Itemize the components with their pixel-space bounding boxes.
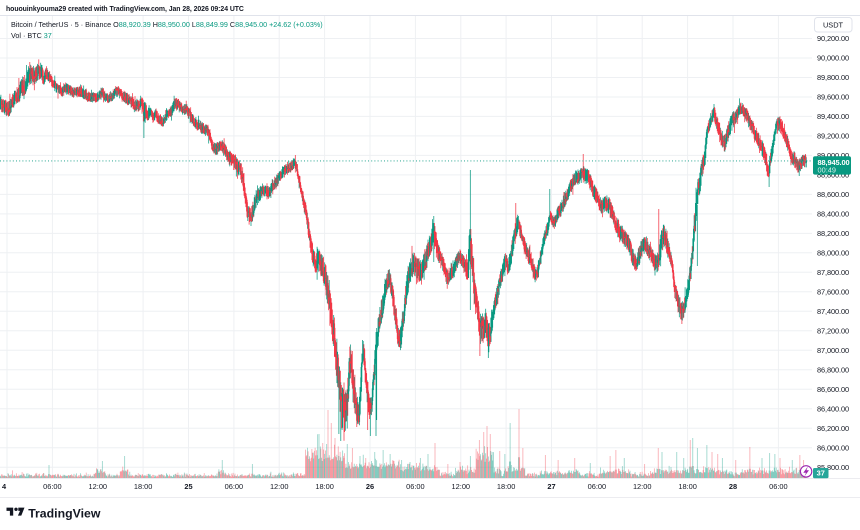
svg-text:18:00: 18:00 <box>134 482 153 491</box>
svg-text:hououinkyouma29 created with T: hououinkyouma29 created with TradingView… <box>6 6 244 13</box>
svg-text:06:00: 06:00 <box>769 482 788 491</box>
svg-text:89,000.00: 89,000.00 <box>817 151 849 160</box>
svg-text:87,400.00: 87,400.00 <box>817 307 849 316</box>
svg-text:86,800.00: 86,800.00 <box>817 365 849 374</box>
svg-text:87,000.00: 87,000.00 <box>817 346 849 355</box>
svg-text:86,400.00: 86,400.00 <box>817 404 849 413</box>
svg-text:12:00: 12:00 <box>89 482 108 491</box>
svg-text:89,600.00: 89,600.00 <box>817 93 849 102</box>
svg-text:88,400.00: 88,400.00 <box>817 210 849 219</box>
svg-text:25: 25 <box>184 482 192 491</box>
svg-text:90,200.00: 90,200.00 <box>817 34 849 43</box>
svg-text:06:00: 06:00 <box>43 482 62 491</box>
svg-text:27: 27 <box>547 482 555 491</box>
svg-text:37: 37 <box>817 469 825 478</box>
svg-text:00:49: 00:49 <box>818 166 837 175</box>
svg-text:88,000.00: 88,000.00 <box>817 248 849 257</box>
svg-text:18:00: 18:00 <box>678 482 697 491</box>
svg-text:89,400.00: 89,400.00 <box>817 112 849 121</box>
svg-text:Vol · BTC 37: Vol · BTC 37 <box>11 31 52 40</box>
svg-text:87,800.00: 87,800.00 <box>817 268 849 277</box>
svg-text:12:00: 12:00 <box>452 482 471 491</box>
svg-text:06:00: 06:00 <box>588 482 607 491</box>
svg-text:90,000.00: 90,000.00 <box>817 54 849 63</box>
svg-text:86,600.00: 86,600.00 <box>817 385 849 394</box>
svg-text:06:00: 06:00 <box>225 482 244 491</box>
svg-text:87,200.00: 87,200.00 <box>817 326 849 335</box>
svg-text:89,800.00: 89,800.00 <box>817 73 849 82</box>
svg-text:28: 28 <box>729 482 737 491</box>
svg-text:86,000.00: 86,000.00 <box>817 443 849 452</box>
svg-text:18:00: 18:00 <box>315 482 334 491</box>
svg-text:12:00: 12:00 <box>633 482 652 491</box>
svg-text:88,800.00: 88,800.00 <box>817 171 849 180</box>
svg-text:12:00: 12:00 <box>270 482 289 491</box>
svg-text:88,200.00: 88,200.00 <box>817 229 849 238</box>
svg-text:TradingView: TradingView <box>28 506 101 520</box>
svg-text:85,800.00: 85,800.00 <box>817 463 849 472</box>
svg-text:87,600.00: 87,600.00 <box>817 287 849 296</box>
svg-text:4: 4 <box>2 482 7 491</box>
svg-text:88,945.00: 88,945.00 <box>818 158 850 167</box>
svg-text:USDT: USDT <box>823 21 844 30</box>
svg-text:86,200.00: 86,200.00 <box>817 424 849 433</box>
svg-text:89,200.00: 89,200.00 <box>817 132 849 141</box>
svg-text:Bitcoin / TetherUS · 5 · Binan: Bitcoin / TetherUS · 5 · Binance O88,920… <box>11 20 323 29</box>
svg-text:18:00: 18:00 <box>497 482 516 491</box>
svg-text:06:00: 06:00 <box>406 482 425 491</box>
svg-text:88,600.00: 88,600.00 <box>817 190 849 199</box>
svg-text:26: 26 <box>366 482 374 491</box>
